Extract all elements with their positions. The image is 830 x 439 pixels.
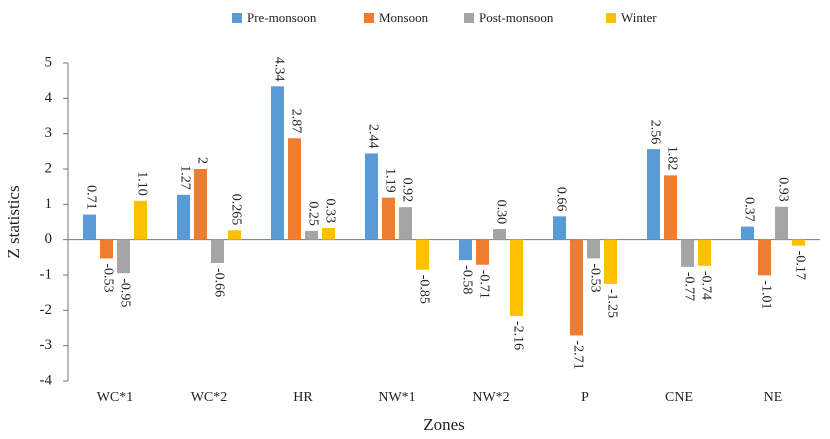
value-label: 1.27 (177, 165, 192, 190)
value-label: 2.44 (365, 124, 380, 149)
legend-swatch (364, 13, 374, 23)
bar (647, 149, 660, 240)
value-label: 0.66 (553, 187, 568, 212)
legend-swatch (232, 13, 242, 23)
bar (587, 239, 600, 259)
x-tick-label: WC*2 (191, 390, 228, 405)
value-label: 0.265 (228, 194, 243, 226)
x-tick-label: WC*1 (97, 390, 134, 405)
bar (117, 239, 130, 274)
legend-label: Post-monsoon (479, 10, 554, 25)
value-label: -0.71 (476, 270, 491, 299)
bar (194, 169, 207, 240)
legend-label: Pre-monsoon (247, 10, 317, 25)
y-tick-label: 2 (45, 160, 53, 176)
bar (758, 239, 771, 276)
value-label: 0.71 (83, 185, 98, 210)
x-tick-label: NW*1 (378, 390, 415, 405)
bar (305, 230, 318, 240)
bar (83, 214, 96, 240)
bar (288, 138, 301, 240)
value-label: 0.92 (399, 178, 414, 203)
y-tick-label: 1 (45, 196, 53, 212)
value-label: 0.93 (775, 177, 790, 202)
bar (476, 239, 489, 265)
value-label: -0.58 (459, 265, 474, 294)
bar (493, 229, 506, 240)
value-label: -1.25 (604, 289, 619, 318)
y-tick-label: -1 (40, 266, 53, 282)
bar (416, 239, 429, 270)
y-tick-label: -3 (40, 337, 53, 353)
bar (382, 197, 395, 240)
legend-label: Monsoon (379, 10, 429, 25)
value-label: -0.53 (587, 263, 602, 292)
y-tick-label: 3 (45, 125, 53, 141)
y-tick-label: 4 (45, 90, 53, 106)
legend-swatch (464, 13, 474, 23)
y-tick-label: -2 (40, 302, 53, 318)
legend-swatch (606, 13, 616, 23)
value-label: -2.16 (510, 321, 525, 350)
bar (698, 239, 711, 266)
bar (228, 230, 241, 240)
bar (775, 206, 788, 240)
value-label: 1.19 (382, 168, 397, 193)
value-label: 2.56 (647, 120, 662, 145)
value-label: -2.71 (570, 340, 585, 369)
bar (322, 228, 335, 240)
value-label: 2.87 (288, 109, 303, 134)
value-label: -0.85 (416, 275, 431, 304)
bar (792, 239, 805, 246)
bar (459, 239, 472, 261)
value-label: 0.25 (305, 201, 320, 226)
value-label: 1.82 (664, 146, 679, 171)
value-label: -0.66 (211, 268, 226, 297)
x-tick-label: HR (293, 390, 313, 405)
value-label: 2 (194, 157, 209, 164)
y-tick-label: -4 (40, 372, 53, 388)
y-axis-label: Z statistics (4, 185, 23, 258)
bar (553, 216, 566, 240)
bar (741, 226, 754, 240)
value-label: -0.74 (698, 271, 713, 300)
bar (570, 239, 583, 336)
value-label: 1.10 (134, 171, 149, 196)
x-tick-label: NW*2 (472, 390, 509, 405)
value-label: -0.53 (100, 263, 115, 292)
value-label: -0.77 (681, 272, 696, 301)
bar (177, 194, 190, 240)
x-tick-label: CNE (665, 390, 693, 405)
bar (664, 175, 677, 240)
x-axis-label: Zones (423, 415, 465, 434)
bar (100, 239, 113, 259)
value-label: 0.37 (741, 197, 756, 222)
bar (510, 239, 523, 316)
bar (399, 207, 412, 240)
bar (681, 239, 694, 267)
x-tick-label: NE (764, 390, 783, 405)
bar (211, 239, 224, 263)
x-tick-label: P (581, 390, 589, 405)
bar (365, 153, 378, 240)
legend-label: Winter (621, 10, 657, 25)
value-label: 4.34 (271, 57, 286, 82)
bar (271, 86, 284, 240)
y-tick-label: 0 (45, 231, 53, 247)
bar (134, 200, 147, 240)
y-tick-label: 5 (45, 54, 53, 70)
value-label: 0.30 (493, 200, 508, 225)
value-label: 0.33 (322, 199, 337, 224)
value-label: -0.17 (792, 251, 807, 280)
value-label: -1.01 (758, 280, 773, 309)
bar (604, 239, 617, 284)
value-label: -0.95 (117, 278, 132, 307)
